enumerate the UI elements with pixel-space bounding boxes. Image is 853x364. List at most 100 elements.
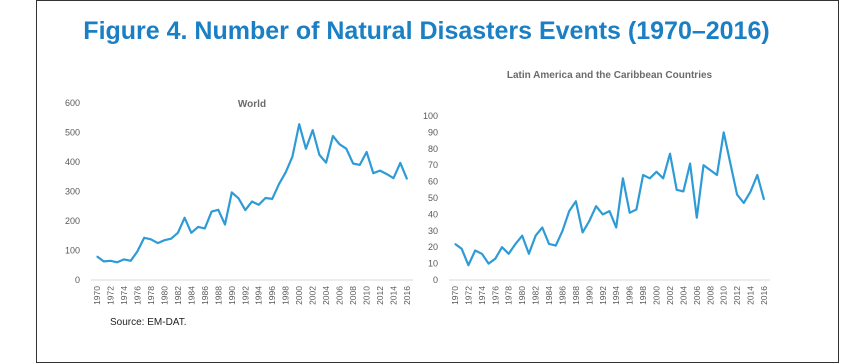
- data-point: [184, 217, 186, 219]
- data-point: [123, 258, 125, 260]
- x-tick-labels: 1970 1972 1974 1976 1978 1980 1982 1984 1986 1988…: [450, 286, 769, 305]
- y-tick-label: 100: [423, 111, 438, 121]
- data-point: [332, 135, 334, 137]
- data-point: [568, 210, 570, 212]
- x-tick-label: 2016: [759, 286, 769, 305]
- data-point: [454, 243, 456, 245]
- y-tick-label: 400: [65, 157, 80, 167]
- y-tick-label: 20: [428, 242, 438, 252]
- data-point: [736, 194, 738, 196]
- x-tick-label: 1992: [240, 286, 250, 305]
- series-line: [96, 123, 409, 264]
- data-point: [494, 258, 496, 260]
- x-tick-label: 1990: [584, 286, 594, 305]
- y-tick-label: 80: [428, 144, 438, 154]
- x-tick-label: 1982: [173, 286, 183, 305]
- data-point: [702, 164, 705, 166]
- data-point: [541, 226, 543, 229]
- data-point: [312, 129, 314, 131]
- x-tick-label: 2014: [389, 286, 399, 305]
- series-group: [96, 123, 409, 264]
- data-point: [386, 173, 388, 175]
- data-point: [379, 170, 381, 172]
- data-point: [723, 131, 725, 133]
- data-point: [655, 171, 658, 173]
- data-point: [130, 260, 132, 262]
- data-point: [682, 190, 685, 192]
- figure-title: Figure 4. Number of Natural Disasters Ev…: [83, 17, 770, 45]
- data-point: [136, 250, 138, 252]
- y-tick-label: 0: [433, 275, 438, 285]
- x-tick-label: 1990: [227, 286, 237, 305]
- series-line: [454, 131, 766, 267]
- data-point: [244, 209, 246, 211]
- data-point: [488, 263, 490, 265]
- data-point: [595, 205, 597, 207]
- data-point: [291, 156, 293, 158]
- y-tick-label: 90: [428, 127, 438, 137]
- data-point: [217, 209, 219, 211]
- x-tick-label: 1994: [254, 286, 264, 305]
- data-point: [729, 163, 732, 165]
- data-point: [359, 164, 361, 166]
- data-point: [521, 235, 523, 237]
- data-point: [575, 200, 577, 202]
- data-point: [224, 223, 226, 226]
- y-tick-labels: 0 100 200 300 400 500 600: [65, 98, 80, 285]
- data-point: [689, 163, 691, 165]
- x-tick-label: 1996: [267, 286, 277, 305]
- x-tick-label: 1986: [557, 286, 567, 305]
- x-tick-label: 1974: [119, 286, 129, 305]
- data-point: [271, 198, 273, 200]
- data-point: [588, 220, 590, 222]
- data-point: [629, 212, 631, 214]
- x-tick-label: 1974: [477, 286, 487, 305]
- data-point: [461, 248, 463, 250]
- y-tick-label: 50: [428, 193, 438, 203]
- data-point: [103, 260, 105, 262]
- y-tick-label: 600: [65, 98, 80, 108]
- data-point: [716, 174, 718, 176]
- data-point: [298, 123, 300, 125]
- y-tick-label: 40: [428, 209, 438, 219]
- data-point: [662, 177, 664, 179]
- x-tick-label: 1976: [132, 286, 142, 305]
- data-point: [528, 253, 530, 255]
- data-point: [615, 226, 617, 229]
- x-tick-label: 2008: [705, 286, 715, 305]
- data-point: [642, 174, 644, 176]
- x-tick-label: 1996: [625, 286, 635, 305]
- y-tick-label: 500: [65, 128, 80, 138]
- y-tick-labels: 0 10 20 30 40 50 60 70 80 90 100: [423, 111, 438, 285]
- x-tick-label: 2010: [362, 286, 372, 305]
- y-tick-label: 300: [65, 187, 80, 197]
- data-point: [258, 204, 260, 206]
- x-tick-label: 1970: [92, 286, 102, 305]
- data-point: [177, 232, 179, 234]
- data-point: [535, 235, 537, 237]
- data-point: [561, 230, 564, 232]
- x-tick-label: 1972: [463, 286, 473, 305]
- data-point: [608, 210, 611, 212]
- data-point: [96, 255, 98, 257]
- x-tick-label: 1984: [544, 286, 554, 305]
- x-tick-label: 1980: [517, 286, 527, 305]
- x-tick-label: 1980: [159, 286, 169, 305]
- data-point: [696, 217, 698, 219]
- x-tick-label: 1984: [186, 286, 196, 305]
- source-note: Source: EM-DAT.: [110, 317, 187, 328]
- chart-latin-america: Latin America and the Caribbean Countrie…: [423, 70, 770, 305]
- x-tick-label: 2012: [732, 286, 742, 305]
- x-tick-label: 2000: [294, 286, 304, 305]
- y-tick-label: 70: [428, 160, 438, 170]
- x-tick-label: 1982: [531, 286, 541, 305]
- x-tick-label: 1978: [146, 286, 156, 305]
- data-point: [501, 246, 503, 248]
- data-point: [481, 253, 483, 255]
- x-tick-label: 2006: [692, 286, 702, 305]
- x-tick-label: 2004: [321, 286, 331, 305]
- x-tick-label: 2000: [652, 286, 662, 305]
- chart-title-latin-america: Latin America and the Caribbean Countrie…: [507, 70, 713, 81]
- x-tick-label: 2012: [375, 286, 385, 305]
